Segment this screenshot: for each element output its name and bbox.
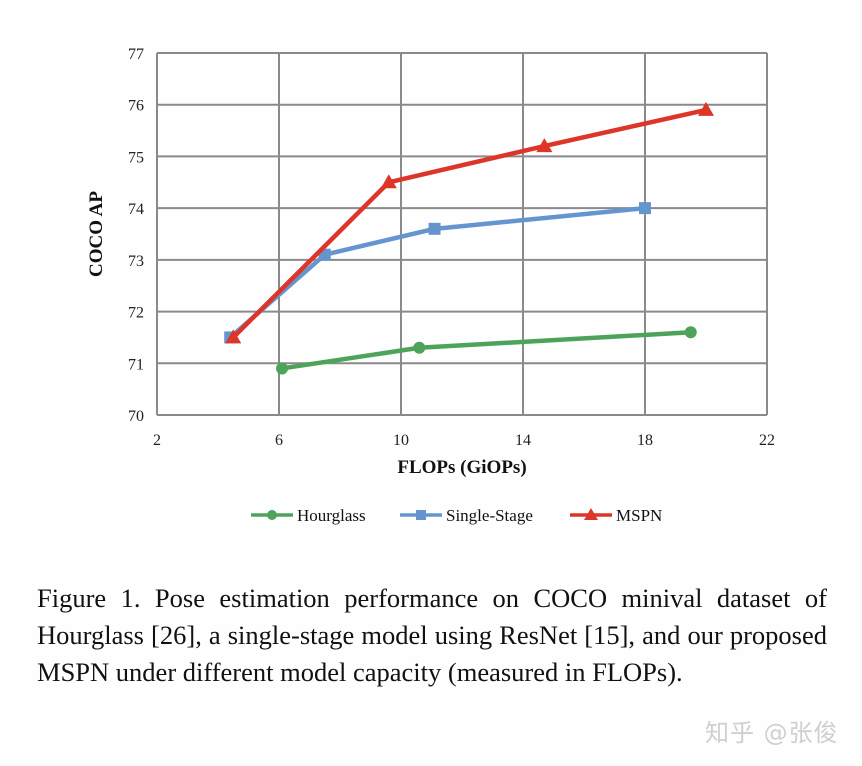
legend-label: Single-Stage: [446, 506, 533, 525]
square-marker: [428, 222, 441, 235]
x-tick-label: 2: [153, 432, 161, 449]
square-marker: [639, 202, 651, 215]
triangle-marker: [536, 138, 553, 153]
x-axis-title: FLOPs (GiOPs): [397, 457, 526, 478]
x-tick-label: 18: [637, 432, 653, 449]
series-line: [231, 107, 707, 340]
x-axis-ticks: 2 6 10 14 18 22: [153, 432, 775, 449]
legend-item: Single-Stage: [400, 506, 533, 525]
line-chart: 70 71 72 73 74 75 76 77 2 6 10 14 18 22 COCO AP FLOP…: [86, 46, 775, 525]
legend-item: MSPN: [570, 506, 662, 525]
circle-marker: [413, 341, 426, 354]
circle-marker: [267, 510, 277, 520]
triangle-marker: [380, 174, 397, 189]
triangle-marker: [698, 101, 714, 116]
x-tick-label: 22: [759, 432, 775, 449]
square-marker: [416, 510, 426, 520]
series-single-stage: [224, 202, 651, 344]
legend-item: Hourglass: [251, 506, 366, 525]
x-tick-label: 6: [275, 432, 283, 449]
legend-label: MSPN: [616, 506, 662, 525]
y-tick-label: 77: [128, 46, 144, 63]
watermark: 知乎 @张俊: [705, 719, 839, 747]
y-tick-label: 76: [128, 98, 144, 115]
y-axis-ticks: 70 71 72 73 74 75 76 77: [128, 46, 144, 425]
x-tick-label: 10: [393, 432, 409, 449]
legend: Hourglass Single-Stage MSPN: [251, 506, 662, 525]
y-tick-label: 71: [128, 356, 144, 373]
y-tick-label: 72: [128, 305, 144, 322]
figure-caption: Figure 1. Pose estimation performance on…: [37, 583, 827, 687]
circle-marker: [684, 326, 697, 339]
grid: [156, 52, 768, 416]
x-tick-label: 14: [515, 432, 531, 449]
legend-label: Hourglass: [297, 506, 366, 525]
y-tick-label: 74: [128, 201, 144, 218]
y-tick-label: 70: [128, 408, 144, 425]
triangle-marker: [584, 508, 598, 520]
series-hourglass: [276, 326, 697, 375]
series-mspn: [225, 101, 714, 344]
y-axis-title: COCO AP: [86, 191, 107, 277]
y-tick-label: 73: [128, 253, 144, 270]
triangle-marker: [225, 329, 242, 344]
y-tick-label: 75: [128, 149, 144, 166]
series-group: [224, 101, 714, 375]
circle-marker: [276, 362, 289, 375]
